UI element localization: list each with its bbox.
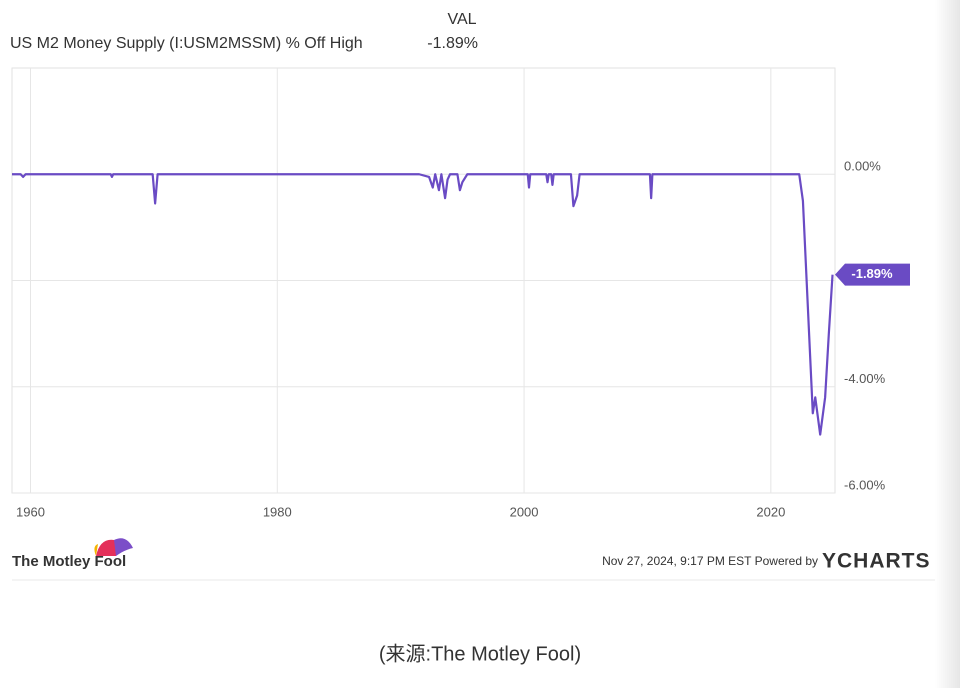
x-tick-label: 1980 [263,504,292,519]
legend-value: -1.89% [427,35,478,52]
series-name: US M2 Money Supply (I:USM2MSSM) % Off Hi… [10,35,363,52]
caption: (来源:The Motley Fool) [379,642,581,665]
plot: 0.00%-2.00%-4.00%-6.00%1960198020002020-… [11,67,910,519]
logo-hat [114,538,133,556]
y-tick-label: -6.00% [844,477,886,492]
logo-hat [96,539,117,556]
y-tick-label: -4.00% [844,371,886,386]
timestamp: Nov 27, 2024, 9:17 PM EST Powered by [602,554,818,568]
provider: YCHARTS [822,550,931,573]
value-label: -1.89% [851,266,893,281]
legend-header: VAL [447,11,476,28]
line [12,173,834,436]
x-tick-label: 2000 [510,504,539,519]
logo-hat [94,544,98,556]
value-callout [835,263,910,286]
logo [94,538,133,556]
edge-shade [935,0,960,688]
x-tick-label: 1960 [16,504,45,519]
brand: The Motley Fool [12,553,126,570]
x-tick-label: 2020 [756,504,785,519]
y-tick-label: 0.00% [844,159,881,174]
